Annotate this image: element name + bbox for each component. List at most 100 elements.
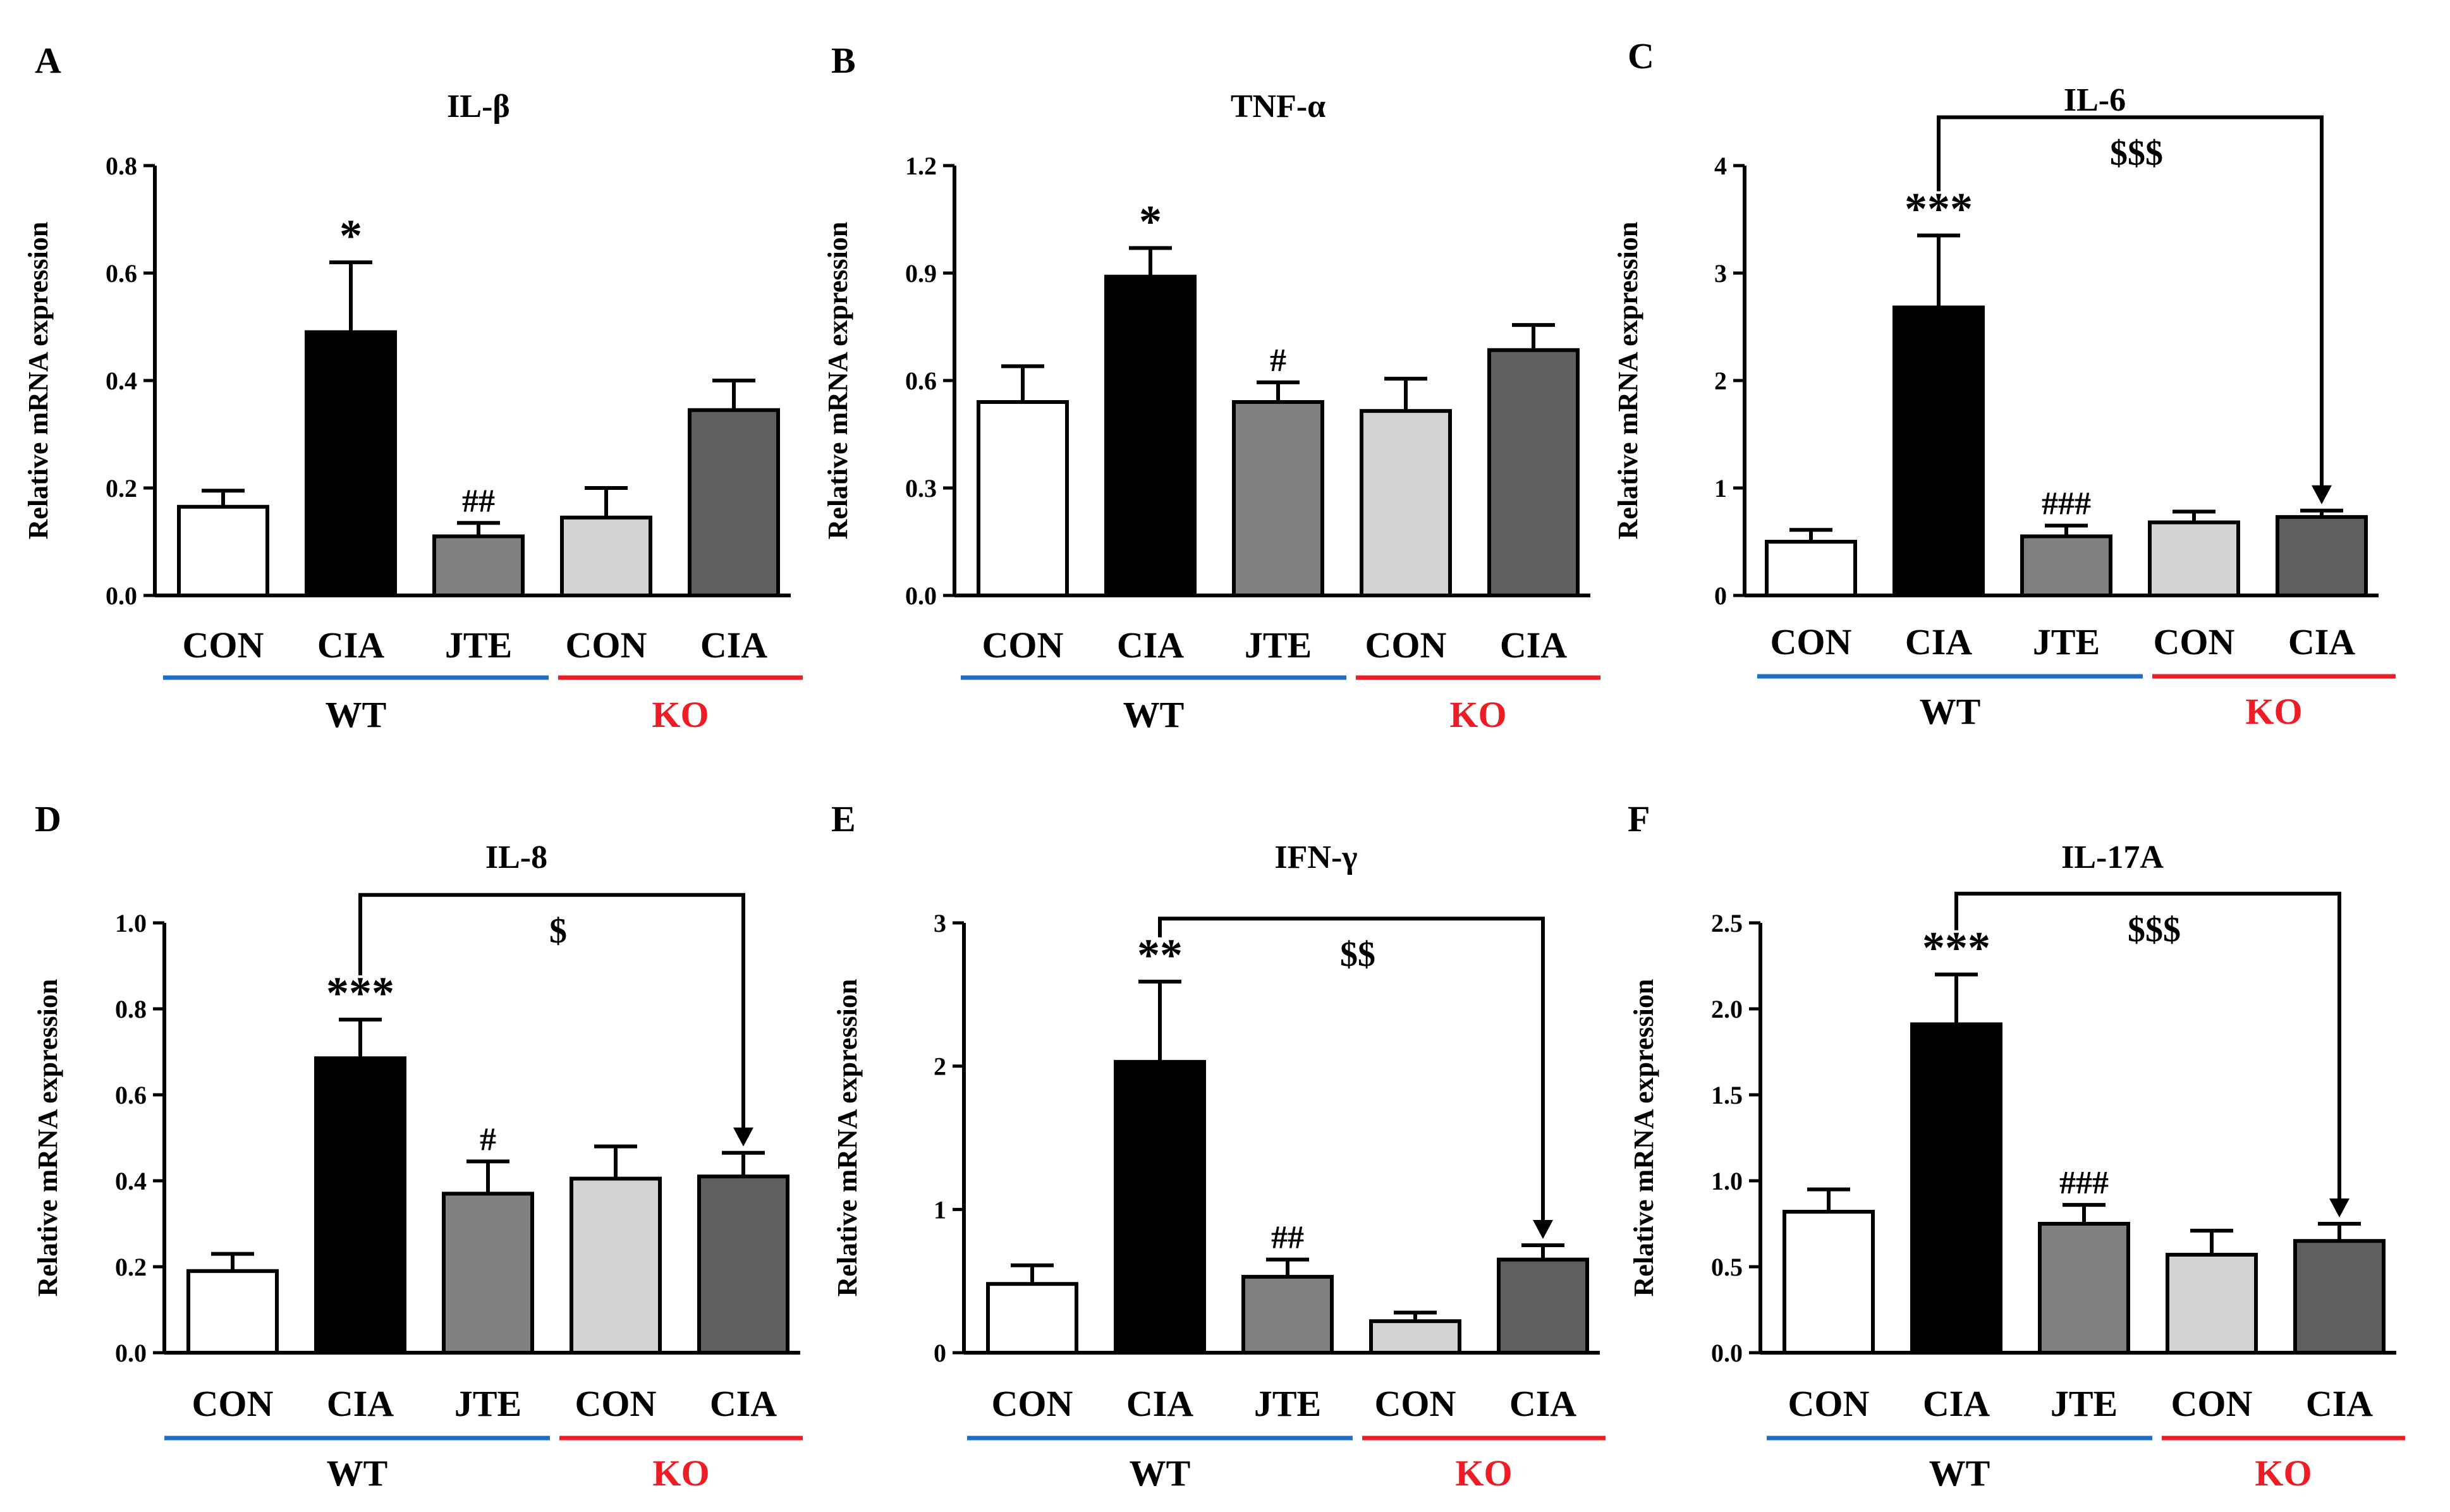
error-bar [1266,1257,1309,1277]
bar-cia-wt [314,1056,406,1355]
significance-marker: # [480,1121,496,1157]
bar-con-ko [2166,1252,2258,1355]
group-label-ko: KO [2245,691,2302,732]
error-bar [1935,972,1978,1025]
category-label: JTE [2033,621,2100,662]
chart-title: IL-6 [2064,82,2126,118]
bar-con-ko [570,1176,662,1355]
bracket-label: $$$ [2128,910,2181,949]
bar-con-ko [560,515,652,597]
group-label-wt: WT [1920,691,1981,732]
category-label: CON [992,1383,1073,1424]
significance-marker: ## [462,483,495,519]
y-tick-label: 0.0 [106,582,137,610]
group-label-ko: KO [652,694,709,735]
category-label: CIA [710,1383,777,1424]
bar-con-wt [1765,540,1857,597]
significance-marker: * [1139,196,1162,247]
category-label: CIA [1923,1383,1990,1424]
category-label: JTE [454,1383,521,1424]
y-tick-label: 0.6 [115,1081,147,1109]
group-label-ko: KO [2255,1453,2312,1494]
bar-cia-wt [1892,305,1985,597]
error-bar [1138,979,1181,1062]
significance-marker: ### [2059,1165,2109,1201]
chart-title: IL-β [447,88,510,125]
group-label-wt: WT [327,1453,388,1494]
error-bar [339,1018,382,1059]
y-axis-label: Relative mRNA expression [23,222,54,540]
error-bar [2300,508,2343,517]
y-tick-label: 1.0 [115,909,147,937]
bracket-arrow-icon [1533,1220,1553,1239]
error-bar [1512,323,1555,350]
panel-a: A IL-β Relative mRNA expression 0.0 0.2 0.4 0.… [23,40,803,735]
y-tick-label: 0.6 [905,367,937,395]
category-label: CIA [700,625,767,666]
category-label: JTE [1254,1383,1321,1424]
error-bar [1384,377,1427,412]
bar-cia-wt [1104,274,1197,597]
panel-f: F IL-17A Relative mRNA expression 0.0 0.5 1.0… [1628,798,2405,1494]
y-tick-label: 0.2 [106,474,137,503]
error-bar [722,1150,765,1177]
y-tick-label: 0 [1714,582,1727,610]
bar-cia-ko [2293,1239,2386,1355]
bracket-label: $$ [1340,935,1375,974]
y-tick-label: 1.2 [905,152,937,180]
y-tick-label: 1.5 [1711,1081,1743,1109]
group-label-wt: WT [1929,1453,1990,1494]
panel-label: B [831,40,856,81]
panel-label: A [35,40,61,81]
category-label: CON [1365,625,1447,666]
panel-d: D IL-8 Relative mRNA expression 0.0 0.2 0.4 0.… [32,798,803,1494]
bar-jte-wt [432,534,525,597]
y-tick-label: 0.0 [1711,1339,1743,1367]
category-label: CON [1375,1383,1456,1424]
error-bar [2173,509,2215,523]
significance-marker: *** [1922,923,1990,973]
category-label: CON [2154,621,2235,662]
error-bar [1001,364,1044,402]
error-bar [202,489,245,507]
category-label: CIA [1117,625,1184,666]
chart-title: TNF-α [1231,88,1326,125]
y-tick-label: 2 [1714,367,1727,395]
bar-cia-wt [305,330,397,597]
category-label: CON [1788,1383,1870,1424]
panel-c: C IL-6 Relative mRNA expression 0 1 2 3 4 CON ***… [1612,35,2396,732]
y-tick-label: 4 [1714,152,1727,180]
bar-jte-wt [2038,1222,2130,1355]
group-label-ko: KO [652,1453,709,1494]
category-label: CON [1770,621,1852,662]
bar-cia-ko [1497,1257,1589,1355]
category-label: CIA [1500,625,1567,666]
y-tick-label: 0.9 [905,259,937,288]
category-label: JTE [2051,1383,2118,1424]
panel-e: E IFN-γ Relative mRNA expression 0 1 2 3 CON ** C… [831,798,1606,1494]
group-label-ko: KO [1449,694,1506,735]
bar-cia-ko [688,408,780,597]
significance-marker: # [1270,343,1286,379]
category-label: CON [566,625,647,666]
comparison-bracket [1158,917,1545,1225]
y-tick-label: 0.6 [106,259,137,288]
bar-jte-wt [1241,1274,1334,1355]
comparison-bracket [1937,115,2324,491]
y-tick-label: 0.8 [106,152,137,180]
bar-con-ko [1369,1319,1461,1355]
error-bar [457,521,500,537]
category-label: CIA [1905,621,1972,662]
bar-cia-wt [1114,1059,1206,1355]
bracket-label: $$$ [2110,134,2163,173]
significance-marker: *** [326,968,394,1018]
bar-cia-wt [1910,1022,2002,1355]
error-bar [1807,1187,1850,1212]
category-label: CON [575,1383,657,1424]
error-bar [2045,523,2088,537]
y-tick-label: 0.2 [115,1253,147,1281]
category-label: CIA [317,625,384,666]
y-tick-label: 3 [1714,259,1727,288]
group-label-wt: WT [1130,1453,1191,1494]
